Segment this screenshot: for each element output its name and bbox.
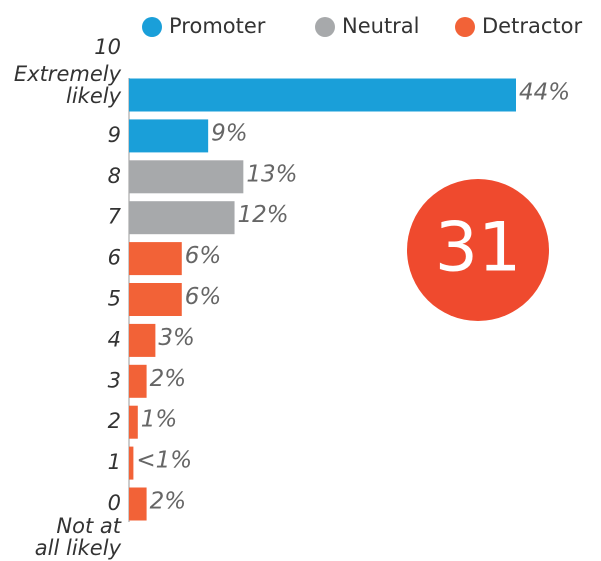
- value-label: 9%: [211, 120, 248, 146]
- y-tick-label: 1: [108, 450, 121, 474]
- value-label: 13%: [246, 161, 297, 187]
- bar: [129, 283, 182, 316]
- y-tick-label: 9: [108, 123, 121, 147]
- axis-end-label: Not at: [56, 514, 121, 538]
- bar: [129, 160, 244, 194]
- value-label: 6%: [185, 243, 222, 269]
- value-label: 44%: [519, 80, 570, 106]
- bar: [129, 242, 182, 276]
- score: 31: [435, 209, 522, 288]
- value-label: <1%: [136, 448, 192, 474]
- y-tick-label: 3: [108, 368, 121, 392]
- axis-end-label: all likely: [35, 536, 122, 560]
- legend-swatch: [315, 17, 335, 37]
- y-tick-label: 0: [108, 491, 121, 515]
- bar: [129, 405, 138, 439]
- bar: [129, 446, 134, 480]
- value-label: 3%: [158, 325, 195, 351]
- bar: [129, 78, 516, 112]
- y-tick-label: 5: [108, 287, 121, 311]
- axis-end-label: likely: [66, 84, 122, 108]
- y-tick-label: 2: [108, 409, 121, 433]
- axis-end-label: Extremely: [14, 62, 122, 86]
- legend-label: Detractor: [482, 14, 582, 38]
- bar: [129, 487, 147, 521]
- y-tick-label: 8: [108, 164, 121, 188]
- legend-label: Neutral: [342, 14, 420, 38]
- bar: [129, 201, 235, 235]
- bar: [129, 364, 147, 398]
- legend-swatch: [142, 17, 162, 37]
- y-tick-label: 7: [108, 205, 122, 229]
- value-label: 2%: [150, 489, 187, 515]
- value-label: 1%: [141, 407, 178, 433]
- bar: [129, 119, 209, 153]
- bar: [129, 323, 156, 357]
- y-tick-label: 6: [108, 246, 121, 270]
- legend-swatch: [455, 17, 475, 37]
- score-circle: [407, 179, 549, 321]
- value-label: 2%: [150, 366, 187, 392]
- y-tick-label: 10: [94, 35, 121, 59]
- value-label: 12%: [238, 202, 289, 228]
- y-tick-label: 4: [108, 327, 121, 351]
- legend-label: Promoter: [169, 14, 266, 38]
- value-label: 6%: [185, 284, 222, 310]
